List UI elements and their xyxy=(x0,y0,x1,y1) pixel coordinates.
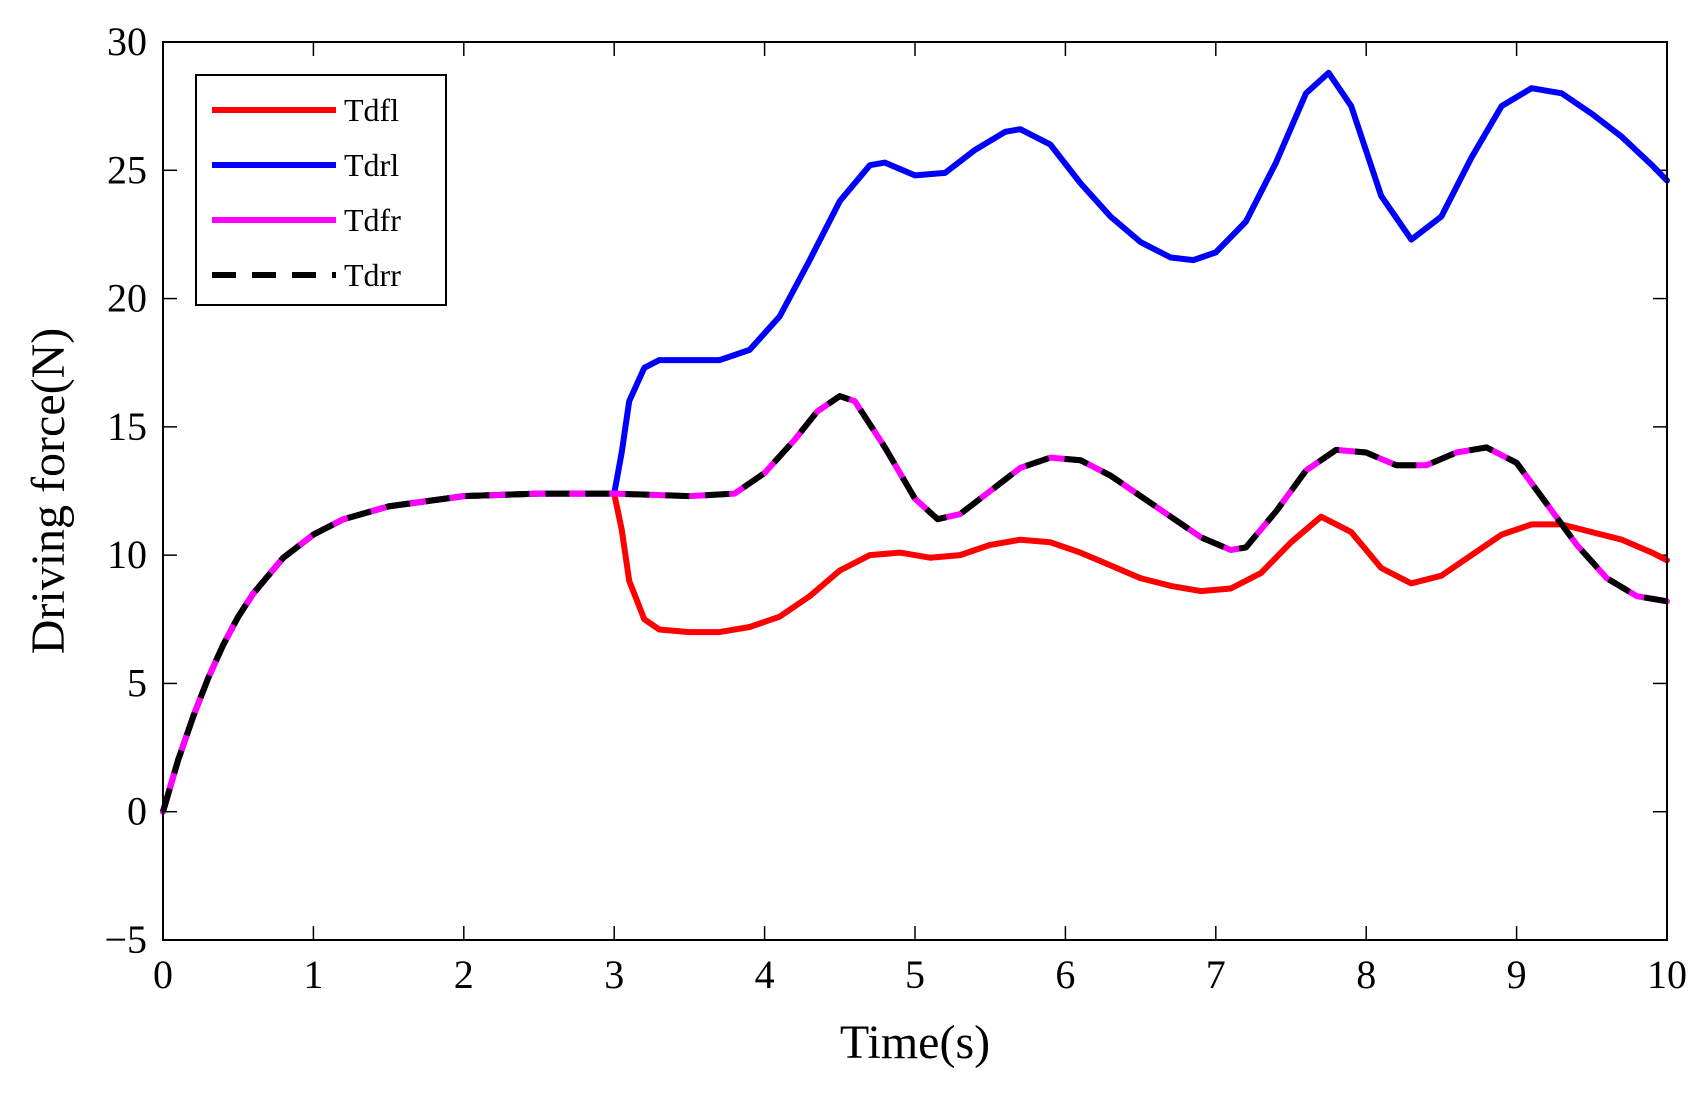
x-tick-label: 7 xyxy=(1206,952,1226,997)
x-tick-label: 4 xyxy=(755,952,775,997)
legend-label-tdfr: Tdfr xyxy=(344,202,401,238)
series-line-tdfl xyxy=(160,490,1670,815)
legend-label-tdrl: Tdrl xyxy=(344,147,399,183)
x-tick-label: 8 xyxy=(1356,952,1376,997)
y-tick-label: 30 xyxy=(107,19,147,64)
x-tick-label: 6 xyxy=(1055,952,1075,997)
y-tick-label: −5 xyxy=(104,917,147,962)
plot-frame xyxy=(162,41,1668,941)
plot-frame-group xyxy=(162,41,1668,941)
y-tick-label: 20 xyxy=(107,276,147,321)
x-tick-label: 1 xyxy=(303,952,323,997)
legend: Tdfl Tdrl Tdfr Tdrr xyxy=(195,74,447,306)
y-tick-label: 15 xyxy=(107,404,147,449)
legend-label-tdfl: Tdfl xyxy=(344,92,399,128)
y-axis-title: Driving force(N) xyxy=(22,328,75,655)
x-tick-label: 10 xyxy=(1647,952,1687,997)
series-line-tdrr xyxy=(160,393,1668,813)
series-group xyxy=(160,69,1670,815)
legend-label-tdrr: Tdrr xyxy=(344,257,401,293)
y-tick-label: 25 xyxy=(107,147,147,192)
x-tick-label: 9 xyxy=(1507,952,1527,997)
x-axis-title: Time(s) xyxy=(840,1016,990,1069)
legend-box xyxy=(195,74,447,306)
x-tick-label: 3 xyxy=(604,952,624,997)
y-tick-label: 10 xyxy=(107,532,147,577)
x-tick-label: 2 xyxy=(454,952,474,997)
y-tick-label: 0 xyxy=(127,789,147,834)
x-tick-label: 0 xyxy=(153,952,173,997)
x-tick-label: 5 xyxy=(905,952,925,997)
y-tick-label: 5 xyxy=(127,660,147,705)
